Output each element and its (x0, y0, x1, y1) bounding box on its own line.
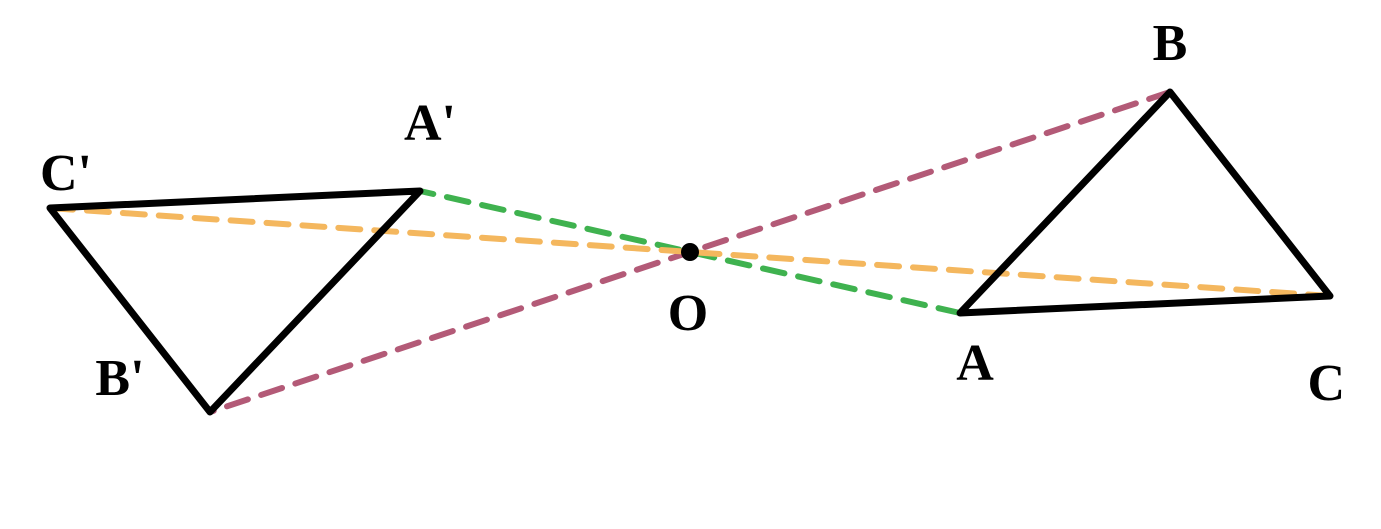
label-C: C (1307, 355, 1345, 412)
label-Bp: B' (95, 350, 144, 407)
label-A: A (956, 335, 994, 392)
label-B: B (1153, 15, 1188, 72)
label-Cp: C' (40, 145, 92, 202)
center-point-O (681, 243, 699, 261)
label-O: O (668, 285, 708, 342)
triangle-ABC (960, 92, 1330, 313)
label-Ap: A' (404, 95, 456, 152)
geometry-diagram: O A B C A' B' C' (0, 0, 1381, 529)
